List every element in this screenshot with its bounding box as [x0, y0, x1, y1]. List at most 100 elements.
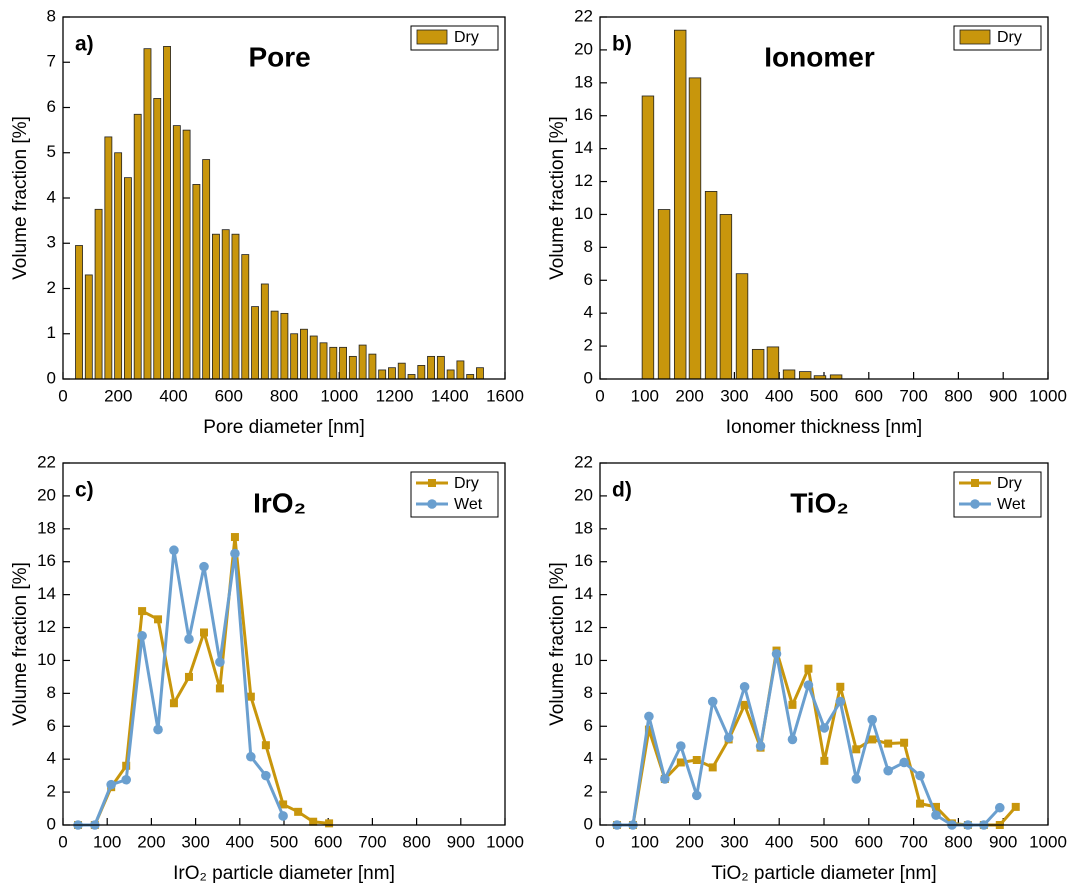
marker — [819, 723, 830, 733]
marker — [691, 790, 702, 801]
bar — [417, 365, 426, 380]
y-tick-label: 0 — [47, 814, 56, 833]
x-tick-label: 1000 — [1029, 832, 1067, 851]
marker — [708, 763, 717, 772]
panel: 0 200 400 600 800 1000 1200 1400 1600 0 1 2 3 4 5 6 7 8 a)… — [10, 6, 524, 438]
bar — [339, 346, 347, 380]
plot-frame — [599, 462, 1049, 826]
bar — [673, 29, 687, 380]
x-tick-label: 600 — [314, 832, 342, 851]
x-tick-label: 800 — [944, 832, 972, 851]
bar — [260, 283, 269, 380]
marker — [931, 810, 941, 820]
marker — [1011, 802, 1020, 811]
panel-label: d) — [612, 479, 632, 502]
panel: 0 100 200 300 400 500 600 700 800 900 1000 0 2 4 6 8 10 1… — [547, 452, 1067, 884]
y-tick-label: 12 — [574, 617, 593, 636]
bar — [300, 328, 308, 380]
y-tick-label: 12 — [574, 171, 593, 190]
marker — [771, 649, 782, 659]
bar — [192, 184, 201, 380]
y-tick-label: 12 — [37, 617, 56, 636]
marker — [137, 630, 147, 641]
marker — [215, 684, 224, 693]
x-axis-label: IrO₂ particle diameter [nm] — [173, 863, 395, 884]
marker — [835, 696, 846, 707]
y-tick-label: 8 — [584, 683, 593, 702]
x-tick-label: 700 — [899, 386, 927, 405]
x-tick-label: 500 — [270, 832, 298, 851]
bar — [397, 362, 406, 380]
marker — [787, 734, 798, 745]
x-tick-label: 0 — [595, 832, 604, 851]
y-tick-label: 18 — [37, 518, 56, 537]
bar — [735, 273, 749, 380]
bar — [657, 209, 671, 380]
bar — [75, 245, 83, 380]
marker — [121, 774, 132, 785]
x-tick-label: 200 — [675, 832, 703, 851]
marker — [676, 758, 685, 767]
x-tick-label: 0 — [58, 386, 67, 405]
x-tick-label: 1000 — [486, 832, 524, 851]
x-tick-label: 800 — [270, 386, 298, 405]
marker — [138, 607, 147, 616]
marker — [278, 811, 288, 821]
bar — [163, 46, 171, 380]
marker — [246, 751, 256, 762]
x-tick-label: 100 — [631, 832, 659, 851]
marker — [803, 680, 814, 690]
bar — [251, 306, 259, 380]
marker — [106, 779, 116, 790]
bar — [212, 233, 220, 380]
y-tick-label: 6 — [584, 716, 593, 735]
marker — [184, 634, 194, 644]
bar — [231, 233, 240, 380]
x-axis-label: TiO₂ particle diameter [nm] — [711, 863, 936, 884]
marker — [852, 745, 861, 754]
x-tick-label: 300 — [720, 832, 748, 851]
plot-frame — [599, 16, 1049, 380]
x-tick-label: 500 — [810, 832, 838, 851]
bar — [751, 348, 765, 380]
marker — [739, 681, 750, 692]
marker — [169, 699, 178, 708]
bar — [368, 353, 377, 380]
marker — [804, 664, 813, 673]
bar — [123, 177, 132, 380]
bar — [704, 191, 718, 380]
bar — [378, 369, 387, 380]
bar — [280, 312, 289, 380]
bar — [182, 129, 191, 380]
y-tick-label: 2 — [47, 278, 56, 297]
y-tick-label: 16 — [37, 551, 56, 570]
bar — [407, 374, 416, 380]
bar — [270, 310, 279, 380]
y-tick-label: 8 — [47, 6, 56, 25]
y-tick-label: 4 — [47, 749, 56, 768]
y-tick-label: 4 — [584, 303, 593, 322]
y-axis-label: Volume fraction [%] — [10, 562, 31, 726]
chart-title: Ionomer — [764, 41, 875, 72]
x-tick-label: 200 — [137, 832, 165, 851]
panel: 0 100 200 300 400 500 600 700 800 900 1000 0 2 4 6 8 10 1… — [10, 452, 524, 884]
x-tick-label: 900 — [447, 832, 475, 851]
plot-frame — [62, 462, 506, 826]
marker — [970, 499, 980, 509]
marker — [294, 807, 303, 816]
x-tick-label: 100 — [93, 832, 121, 851]
bar — [766, 346, 780, 380]
x-tick-label: 0 — [58, 832, 67, 851]
y-tick-label: 14 — [37, 584, 56, 603]
panel-label: b) — [612, 33, 632, 56]
y-tick-label: 8 — [47, 683, 56, 702]
marker — [184, 672, 193, 681]
bar — [427, 355, 435, 380]
x-tick-label: 900 — [989, 386, 1017, 405]
x-tick-label: 800 — [944, 386, 972, 405]
legend-box — [953, 471, 1042, 518]
y-axis-label: Volume fraction [%] — [547, 562, 568, 726]
marker — [309, 817, 318, 826]
marker — [246, 692, 255, 701]
